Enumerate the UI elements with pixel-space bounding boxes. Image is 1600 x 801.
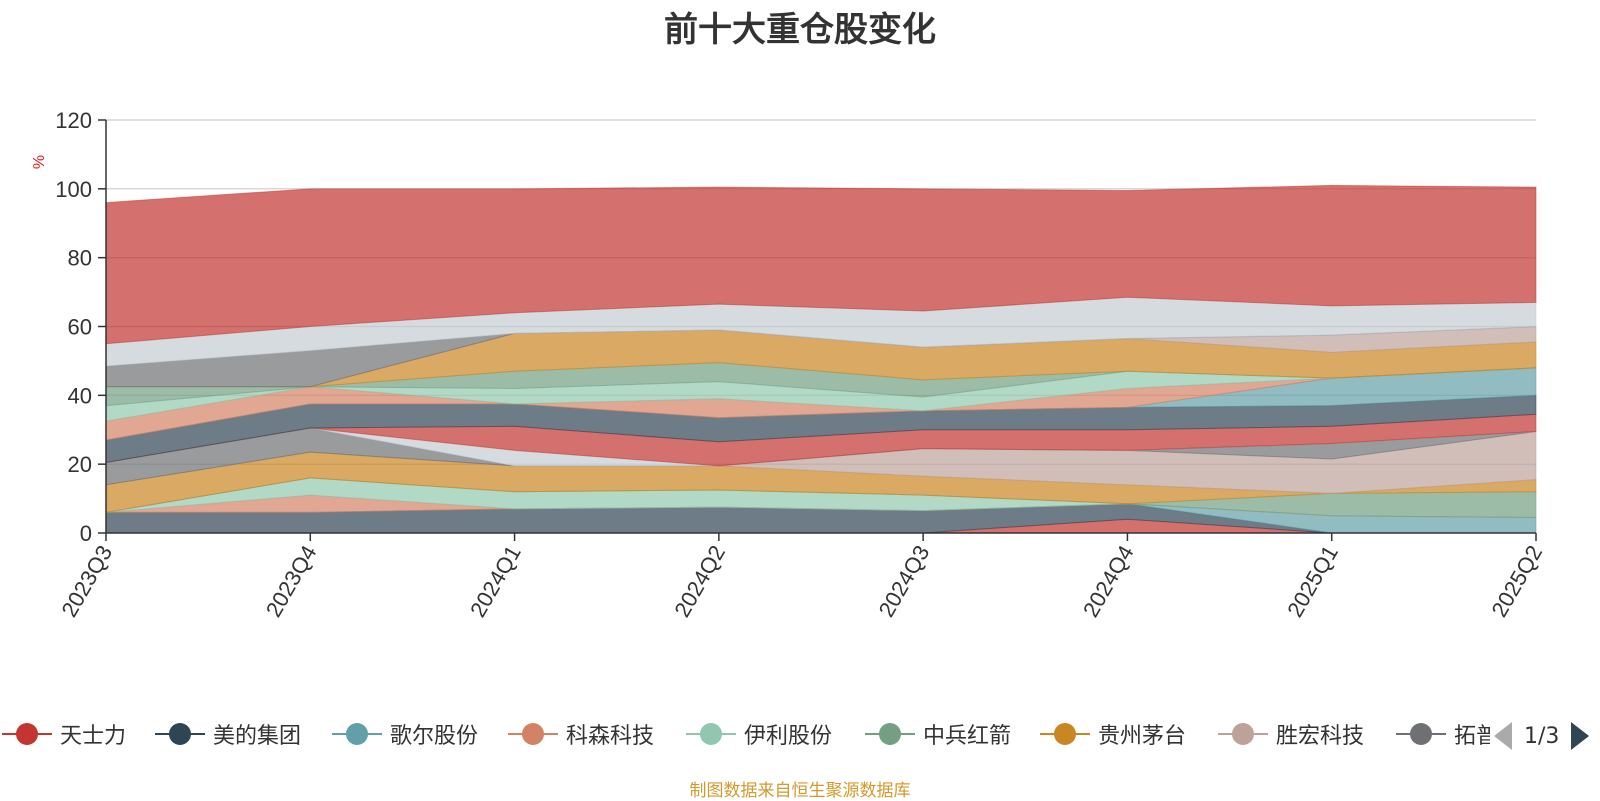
- legend-marker-icon: [1040, 716, 1090, 752]
- x-tick-label-7: 2025Q2: [1486, 541, 1547, 621]
- legend-label: 胜宏科技: [1276, 724, 1365, 749]
- legend-item-6[interactable]: 贵州茅台: [1040, 716, 1186, 752]
- y-tick-label-5: 100: [55, 177, 92, 202]
- legend-label: 科森科技: [566, 724, 655, 749]
- legend-label: 贵州茅台: [1098, 724, 1187, 749]
- legend-item-7[interactable]: 胜宏科技: [1218, 716, 1364, 752]
- x-tick-label-0: 2023Q3: [56, 541, 117, 621]
- legend-label: 伊利股份: [744, 724, 833, 749]
- y-tick-label-1: 20: [68, 452, 92, 477]
- legend-item-2[interactable]: 歌尔股份: [332, 716, 478, 752]
- legend: 天士力 美的集团 歌尔股份 科森科技 伊利股份 中兵红箭 贵州茅台 胜宏科技 拓普集团: [0, 716, 1490, 752]
- legend-item-4[interactable]: 伊利股份: [686, 716, 832, 752]
- next-page-icon[interactable]: [1571, 722, 1590, 750]
- x-tick-label-2: 2024Q1: [465, 541, 526, 621]
- legend-item-8[interactable]: 拓普集团: [1396, 716, 1490, 752]
- y-tick-label-3: 60: [68, 315, 92, 340]
- area-series-20: [105, 184, 1537, 345]
- legend-label: 拓普集团: [1454, 724, 1490, 749]
- x-tick-label-4: 2024Q3: [874, 541, 935, 621]
- x-tick-label-5: 2024Q4: [1078, 541, 1139, 621]
- legend-item-0[interactable]: 天士力: [2, 716, 126, 752]
- legend-label: 天士力: [60, 724, 127, 749]
- y-tick-label-0: 0: [80, 521, 92, 546]
- series-areas: [105, 184, 1537, 534]
- x-tick-label-6: 2025Q1: [1282, 541, 1343, 621]
- legend-marker-icon: [332, 716, 382, 752]
- x-tick-label-3: 2024Q2: [669, 541, 730, 621]
- legend-marker-icon: [686, 716, 736, 752]
- y-tick-label-2: 40: [68, 383, 92, 408]
- y-tick-label-4: 80: [68, 246, 92, 271]
- y-tick-label-6: 120: [55, 108, 92, 133]
- legend-label: 中兵红箭: [923, 724, 1012, 749]
- chart-title: 前十大重仓股变化: [664, 10, 936, 50]
- legend-marker-icon: [865, 716, 915, 752]
- x-tick-label-1: 2023Q4: [261, 541, 322, 621]
- legend-label: 美的集团: [213, 724, 302, 749]
- legend-item-5[interactable]: 中兵红箭: [865, 716, 1011, 752]
- legend-pager: 1/3: [1494, 718, 1590, 754]
- legend-label: 歌尔股份: [390, 724, 479, 749]
- data-source-note: 制图数据来自恒生聚源数据库: [689, 781, 911, 801]
- legend-marker-icon: [155, 716, 205, 752]
- legend-item-3[interactable]: 科森科技: [508, 716, 654, 752]
- y-axis-unit-label: %: [31, 155, 48, 169]
- prev-page-icon[interactable]: [1494, 722, 1512, 750]
- legend-marker-icon: [1218, 716, 1268, 752]
- legend-marker-icon: [1396, 716, 1446, 752]
- legend-marker-icon: [508, 716, 558, 752]
- legend-item-1[interactable]: 美的集团: [155, 716, 301, 752]
- legend-marker-icon: [2, 716, 52, 752]
- legend-page-indicator: 1/3: [1524, 723, 1560, 749]
